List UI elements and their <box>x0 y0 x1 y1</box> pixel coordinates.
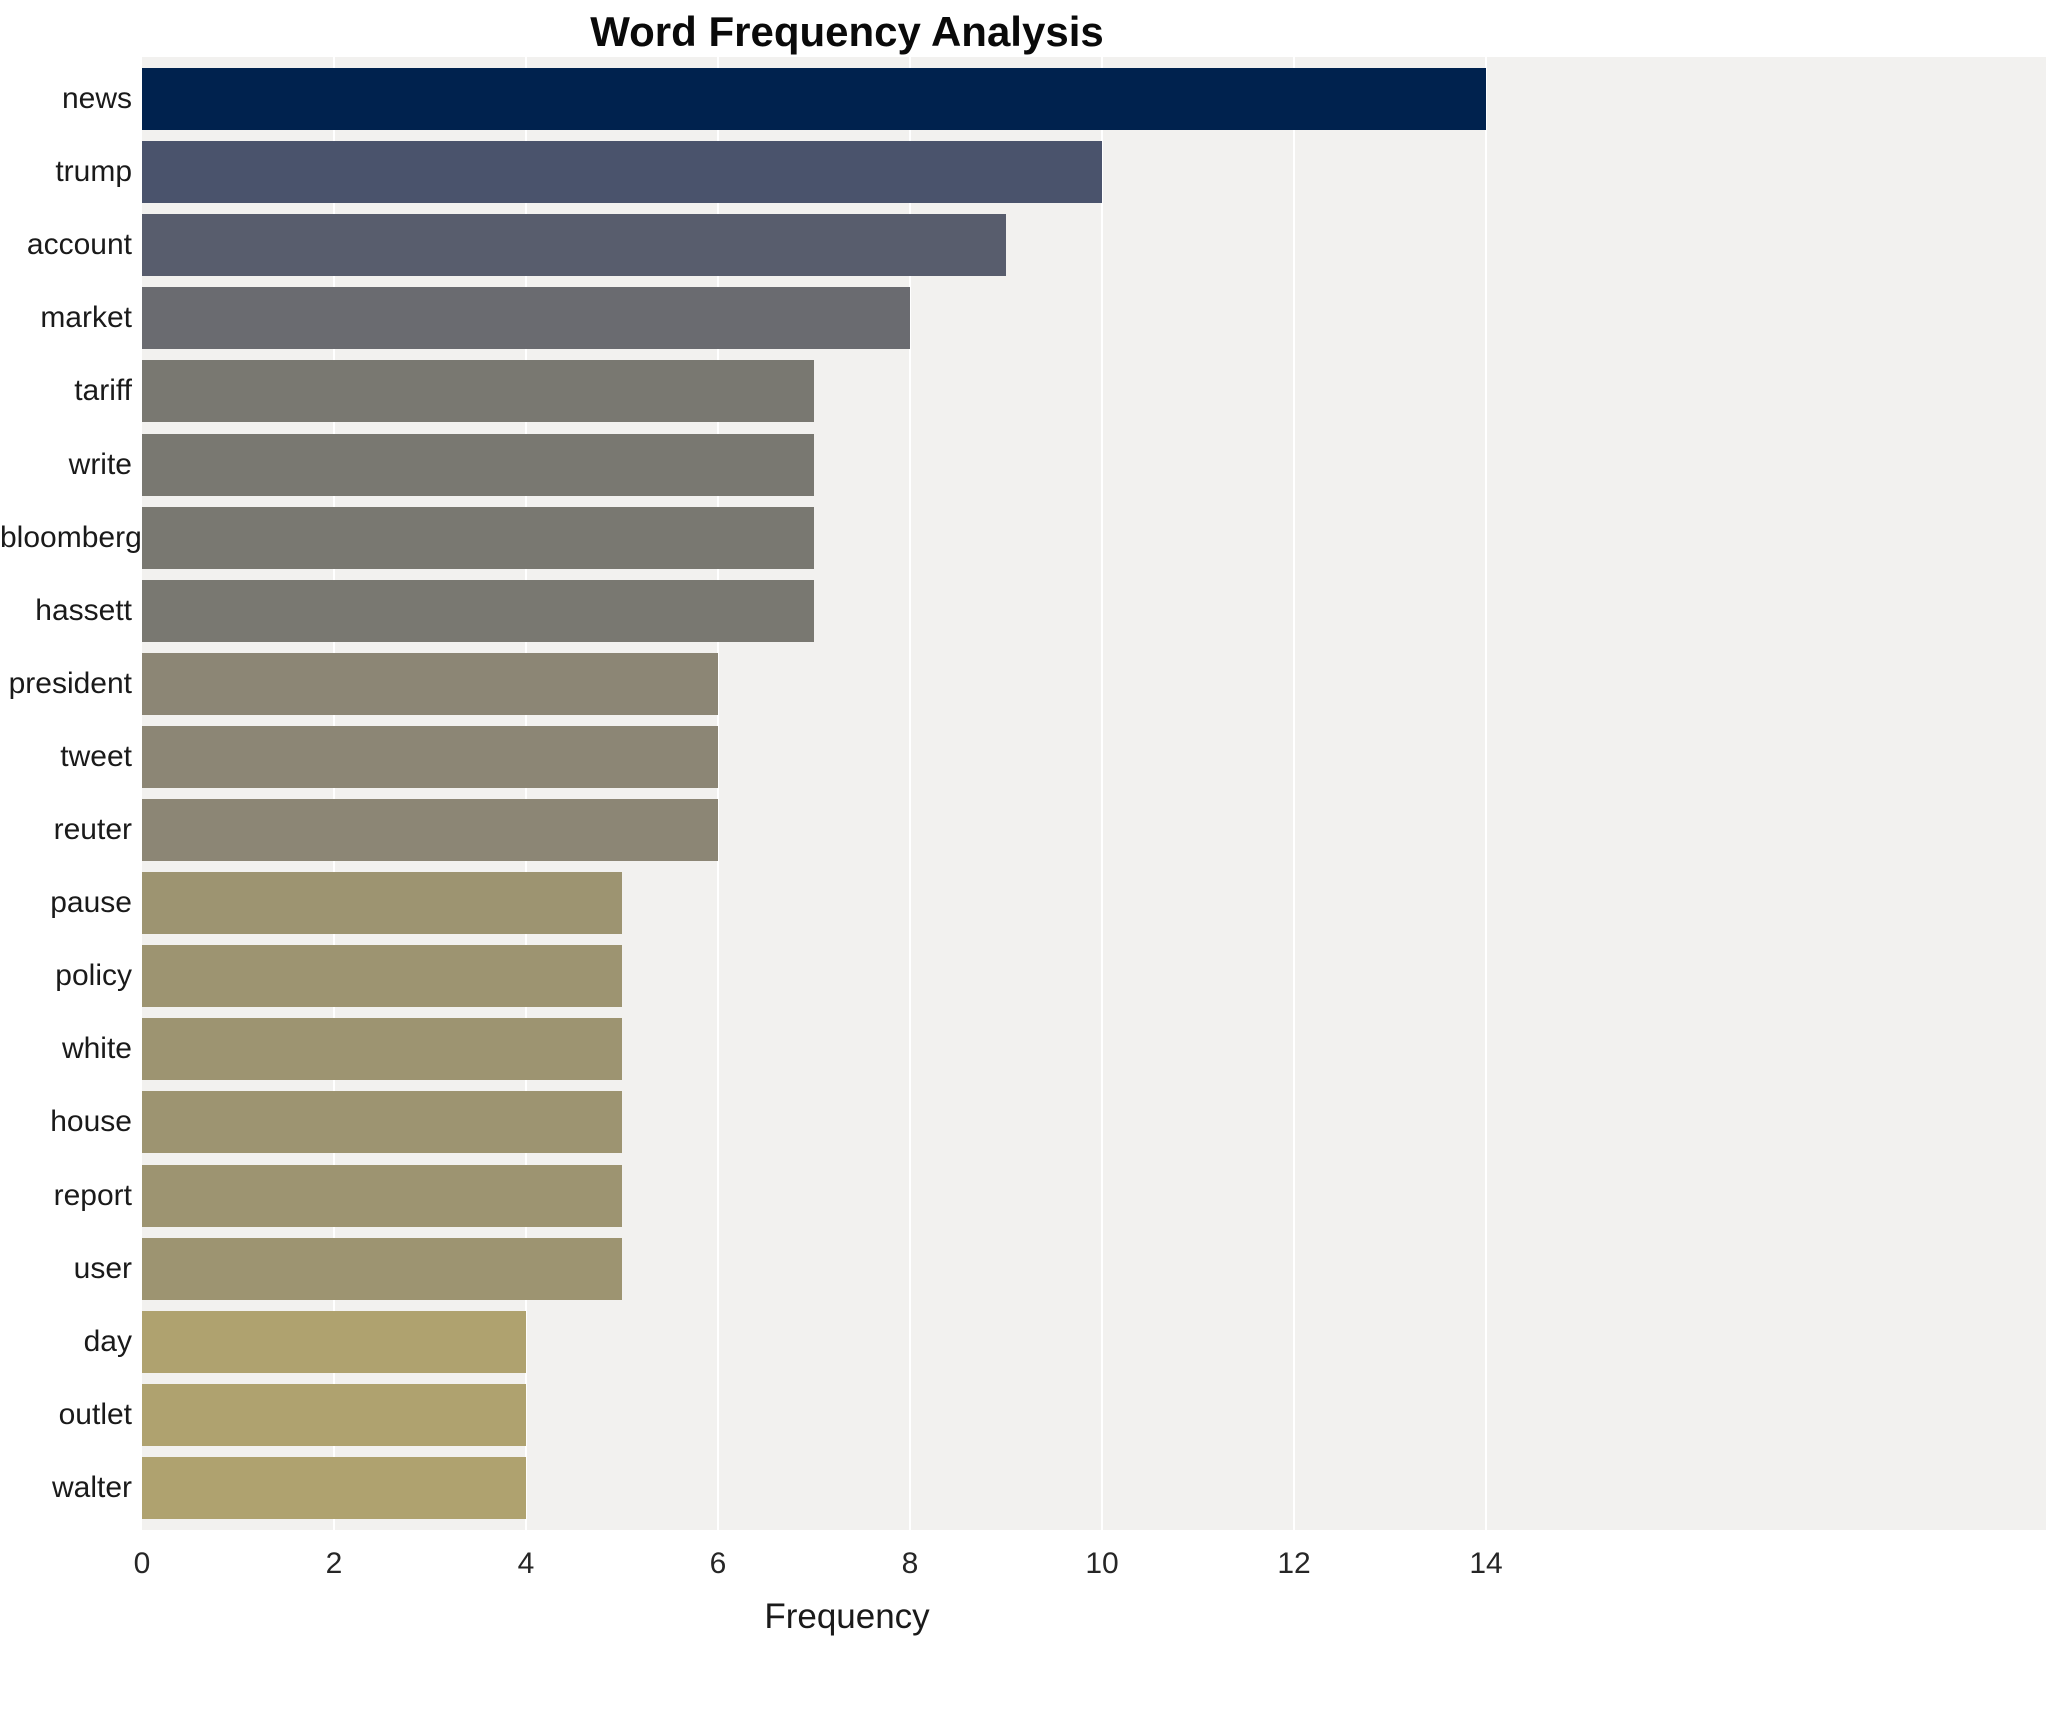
x-tick-label: 10 <box>1085 1547 1119 1580</box>
chart-row: walter <box>0 1456 2046 1519</box>
bar-tariff <box>142 360 814 423</box>
bar-outlet <box>142 1383 526 1446</box>
x-axis-ticks: 0 2 4 6 8 10 12 14 <box>134 1547 2046 1587</box>
bar-write <box>142 433 814 496</box>
category-label: report <box>53 1178 132 1212</box>
gridline <box>909 57 911 1530</box>
gridline <box>525 57 527 1530</box>
bar-policy <box>142 945 622 1008</box>
bar-user <box>142 1237 622 1300</box>
x-tick-label: 2 <box>325 1547 343 1580</box>
bar-president <box>142 652 718 715</box>
chart-row: bloomberg <box>0 506 2046 569</box>
chart-row: write <box>0 433 2046 496</box>
chart-row: news <box>0 68 2046 131</box>
bar-day <box>142 1310 526 1373</box>
category-label: hassett <box>35 593 132 627</box>
category-label: user <box>73 1251 132 1285</box>
bar-bloomberg <box>142 506 814 569</box>
bar-tweet <box>142 725 718 788</box>
category-label: market <box>40 301 132 335</box>
bar-reuter <box>142 799 718 862</box>
x-tick-label: 4 <box>517 1547 535 1580</box>
category-label: trump <box>55 155 132 189</box>
category-label: house <box>50 1105 132 1139</box>
chart-row: report <box>0 1164 2046 1227</box>
category-label: president <box>8 666 132 700</box>
gridline <box>1101 57 1103 1530</box>
category-label: day <box>83 1324 132 1358</box>
x-axis-label: Frequency <box>764 1597 930 1636</box>
category-label: tweet <box>60 739 132 773</box>
bar-hassett <box>142 579 814 642</box>
gridline <box>1485 57 1487 1530</box>
category-label: reuter <box>53 813 132 847</box>
gridline <box>717 57 719 1530</box>
category-label: white <box>61 1032 132 1066</box>
category-label: walter <box>51 1470 132 1504</box>
chart-row: trump <box>0 141 2046 204</box>
x-tick-label: 8 <box>901 1547 919 1580</box>
bar-walter <box>142 1456 526 1519</box>
x-tick-label: 12 <box>1277 1547 1311 1580</box>
chart-row: account <box>0 214 2046 277</box>
chart-row: house <box>0 1091 2046 1154</box>
category-label: tariff <box>74 374 132 408</box>
chart-row: outlet <box>0 1383 2046 1446</box>
chart-row: market <box>0 287 2046 350</box>
bar-market <box>142 287 910 350</box>
bars-container: news trump account market tariff write bloombe… <box>0 57 2046 1530</box>
bar-house <box>142 1091 622 1154</box>
chart-row: tweet <box>0 725 2046 788</box>
category-label: account <box>26 228 132 262</box>
chart-row: tariff <box>0 360 2046 423</box>
x-tick-label: 14 <box>1469 1547 1503 1580</box>
chart-row: hassett <box>0 579 2046 642</box>
bar-report <box>142 1164 622 1227</box>
category-label: policy <box>55 959 132 993</box>
chart-row: user <box>0 1237 2046 1300</box>
chart-row: president <box>0 652 2046 715</box>
chart-row: policy <box>0 945 2046 1008</box>
chart-row: reuter <box>0 799 2046 862</box>
gridline <box>1293 57 1295 1530</box>
category-label: write <box>68 447 132 481</box>
chart-row: white <box>0 1018 2046 1081</box>
bar-trump <box>142 141 1102 204</box>
bar-news <box>142 68 1486 131</box>
chart-title: Word Frequency Analysis <box>590 8 1104 55</box>
bar-pause <box>142 872 622 935</box>
x-tick-label: 6 <box>709 1547 727 1580</box>
bar-white <box>142 1018 622 1081</box>
category-label: news <box>61 82 132 116</box>
x-tick-label: 0 <box>133 1547 151 1580</box>
chart-row: pause <box>0 872 2046 935</box>
gridline <box>333 57 335 1530</box>
chart-row: day <box>0 1310 2046 1373</box>
category-label: bloomberg <box>0 520 142 554</box>
category-label: pause <box>50 886 132 920</box>
category-label: outlet <box>58 1397 132 1431</box>
bar-account <box>142 214 1006 277</box>
